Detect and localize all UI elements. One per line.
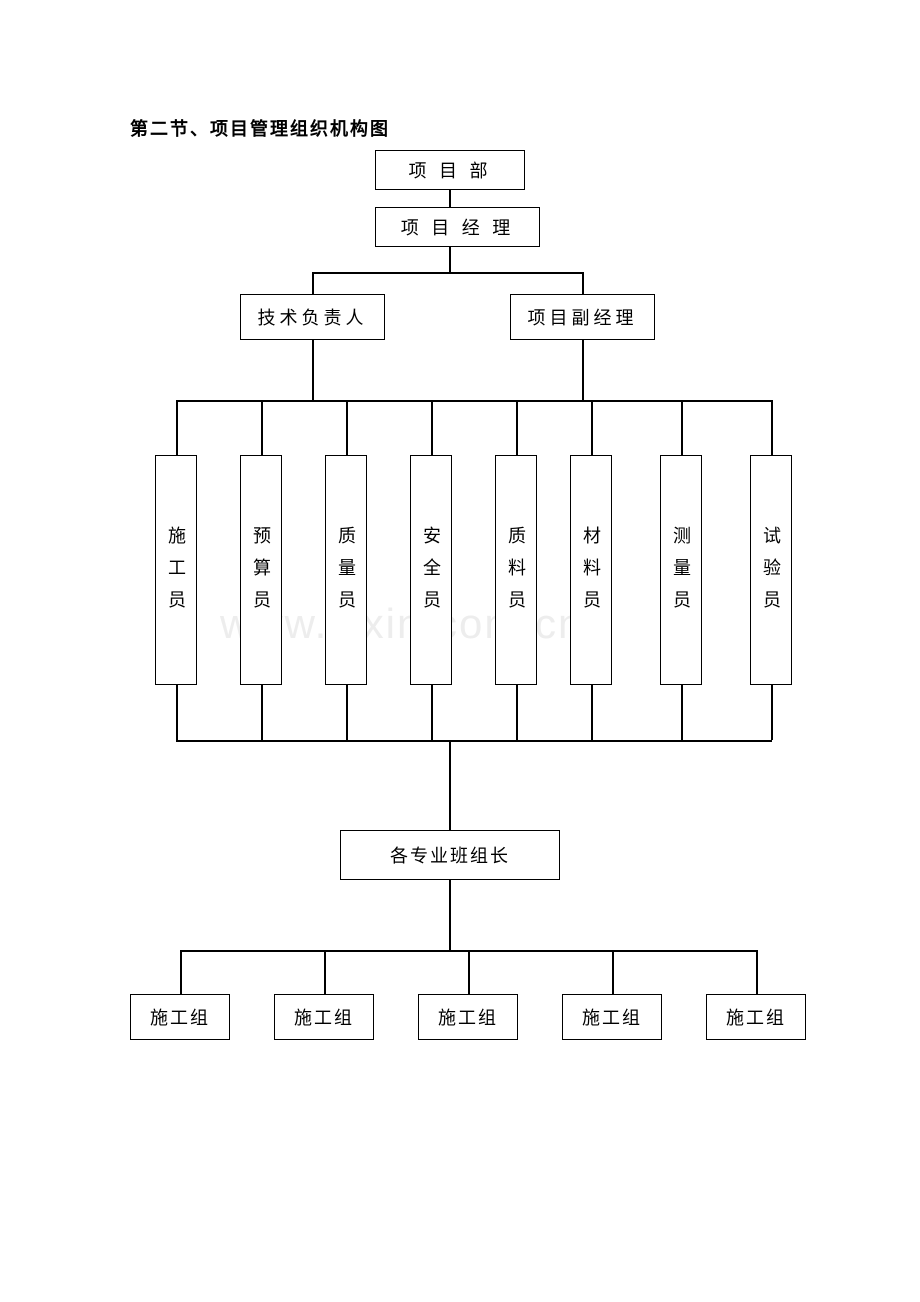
node-deputy-manager: 项目副经理 xyxy=(510,294,655,340)
node-test-staff: 试验员 xyxy=(750,455,792,685)
connector xyxy=(582,272,584,294)
connector xyxy=(756,950,758,994)
connector xyxy=(431,400,433,455)
connector xyxy=(261,685,263,740)
connector xyxy=(591,400,593,455)
connector xyxy=(324,950,326,994)
node-team-2: 施工组 xyxy=(274,994,374,1040)
node-project-manager: 项 目 经 理 xyxy=(375,207,540,247)
section-title: 第二节、项目管理组织机构图 xyxy=(130,115,390,141)
connector xyxy=(582,340,584,400)
connector xyxy=(346,685,348,740)
connector xyxy=(176,400,772,402)
node-budget-staff: 预算员 xyxy=(240,455,282,685)
node-team-1: 施工组 xyxy=(130,994,230,1040)
node-material-staff: 材料员 xyxy=(570,455,612,685)
connector xyxy=(312,340,314,400)
connector xyxy=(516,685,518,740)
connector xyxy=(449,880,451,950)
connector xyxy=(468,950,470,994)
node-team-leaders: 各专业班组长 xyxy=(340,830,560,880)
connector xyxy=(449,190,451,207)
connector xyxy=(176,685,178,740)
node-team-4: 施工组 xyxy=(562,994,662,1040)
connector xyxy=(681,685,683,740)
connector xyxy=(681,400,683,455)
node-safety-staff: 安全员 xyxy=(410,455,452,685)
connector xyxy=(312,272,314,294)
connector xyxy=(180,950,182,994)
connector xyxy=(449,740,451,830)
node-team-3: 施工组 xyxy=(418,994,518,1040)
node-team-5: 施工组 xyxy=(706,994,806,1040)
connector xyxy=(312,272,583,274)
connector xyxy=(771,685,773,740)
node-construction-staff: 施工员 xyxy=(155,455,197,685)
connector xyxy=(612,950,614,994)
node-project-dept: 项 目 部 xyxy=(375,150,525,190)
node-quality-staff: 质量员 xyxy=(325,455,367,685)
node-tech-lead: 技术负责人 xyxy=(240,294,385,340)
connector xyxy=(261,400,263,455)
connector xyxy=(516,400,518,455)
connector xyxy=(449,247,451,272)
connector xyxy=(431,685,433,740)
connector xyxy=(176,740,772,742)
connector xyxy=(591,685,593,740)
node-material-check-staff: 质料员 xyxy=(495,455,537,685)
connector xyxy=(771,400,773,455)
node-survey-staff: 测量员 xyxy=(660,455,702,685)
connector xyxy=(346,400,348,455)
connector xyxy=(176,400,178,455)
